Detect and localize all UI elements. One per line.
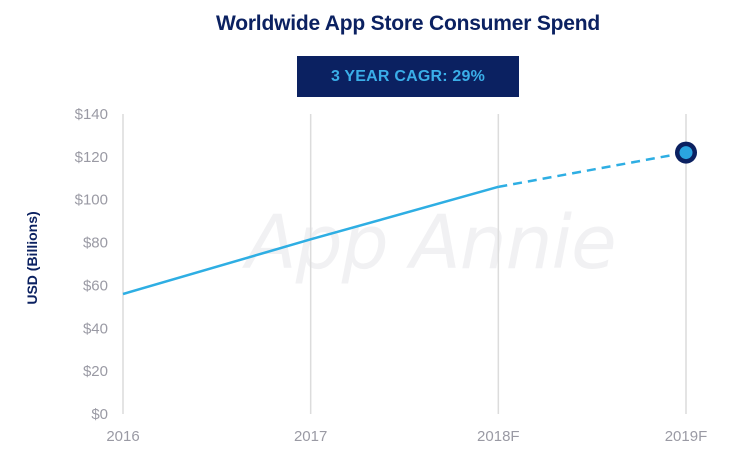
x-tick-label: 2017: [294, 428, 327, 445]
watermark-text: App Annie: [246, 200, 617, 286]
y-tick-label: $120: [75, 149, 108, 166]
series-line-forecast: [498, 151, 687, 189]
y-tick-label: $140: [75, 106, 108, 123]
chart-title: Worldwide App Store Consumer Spend: [215, 12, 601, 35]
y-tick-label: $100: [75, 192, 108, 209]
series-line-solid: [122, 185, 499, 296]
y-tick-label: $80: [83, 235, 108, 252]
x-tick-label: 2019F: [665, 428, 708, 445]
y-tick-label: $40: [83, 320, 108, 337]
forecast-marker-point: [679, 146, 693, 160]
x-tick-label: 2016: [106, 428, 139, 445]
x-tick-label: 2018F: [477, 428, 520, 445]
y-tick-label: $0: [91, 406, 108, 423]
y-tick-label: $60: [83, 277, 108, 294]
y-tick-label: $20: [83, 363, 108, 380]
cagr-badge: 3 YEAR CAGR: 29%: [297, 56, 519, 97]
